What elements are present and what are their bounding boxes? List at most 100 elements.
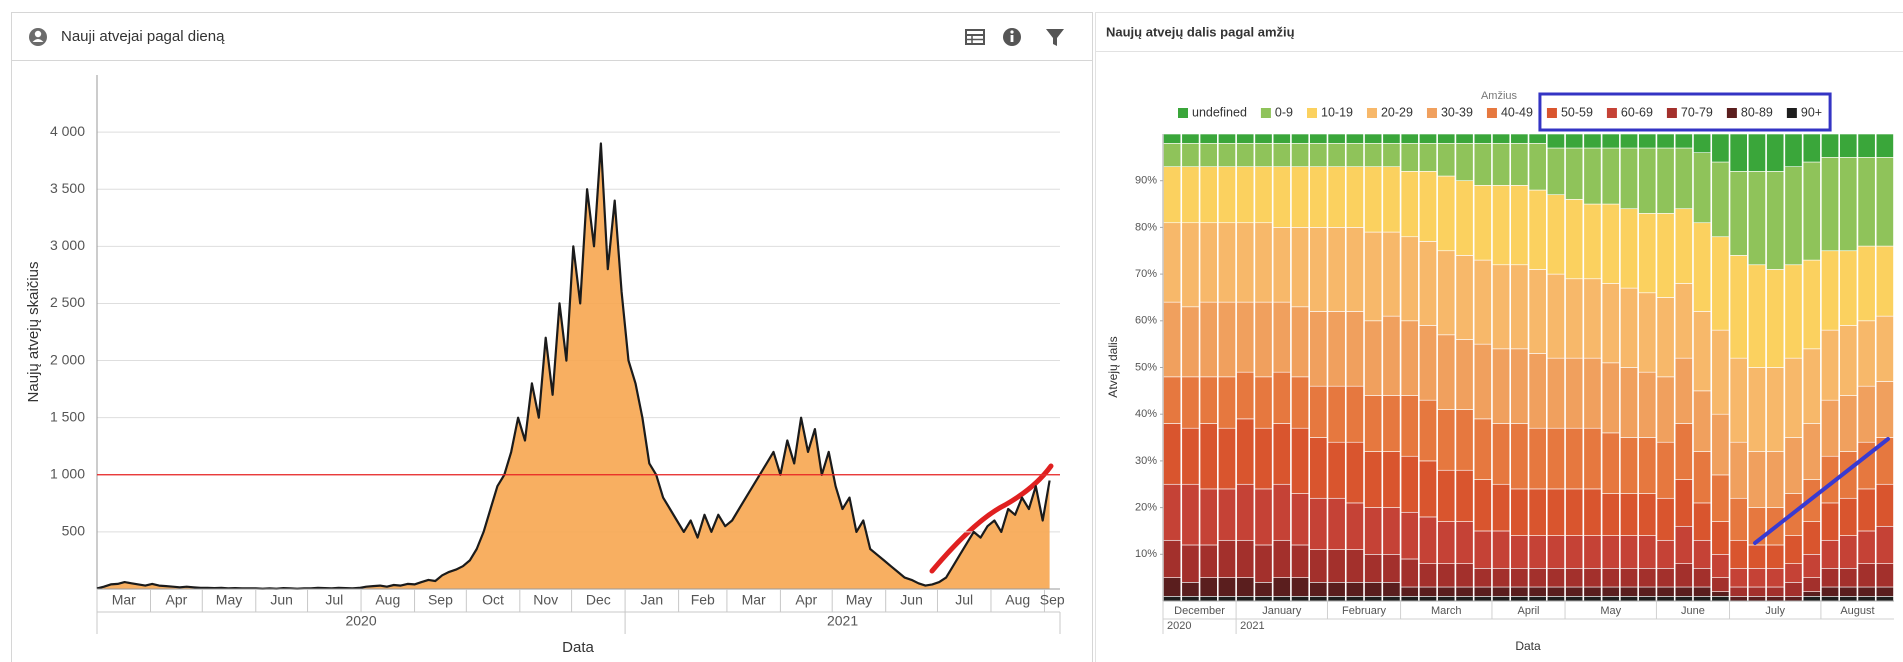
bar-segment (1492, 530, 1511, 569)
bar-segment (1400, 596, 1419, 602)
legend-swatch (1606, 108, 1617, 118)
bar-segment (1875, 157, 1894, 247)
bar-segment (1766, 133, 1785, 172)
bar-segment (1674, 147, 1693, 210)
bar-segment (1620, 287, 1638, 368)
legend-swatch (1426, 108, 1437, 118)
table-icon[interactable] (965, 29, 985, 45)
bar-segment (1473, 586, 1492, 597)
bar-segment (1711, 236, 1730, 331)
bar-segment (1455, 143, 1474, 181)
bar-segment (1711, 596, 1730, 602)
bar-segment (1821, 502, 1839, 541)
bar-segment (1236, 301, 1255, 373)
bar-segment (1364, 451, 1383, 508)
year-label: 2021 (827, 613, 858, 629)
y-tick-label: 70% (1135, 268, 1157, 280)
y-tick-label: 60% (1135, 315, 1157, 327)
panel-title: Nauji atvejai pagal dieną (61, 28, 225, 45)
y-axis-title: Naujų atvejų skaičius (25, 262, 42, 403)
bar-segment (1674, 479, 1693, 527)
bar-segment (1181, 222, 1200, 308)
bar-segment (1528, 596, 1547, 602)
bar-segment (1528, 586, 1547, 597)
bar-segment (1473, 418, 1492, 480)
month-label: August (1840, 605, 1874, 617)
bar-segment (1419, 399, 1437, 462)
bar-segment (1181, 166, 1200, 224)
bar-segment (1656, 441, 1675, 499)
bar-segment (1199, 596, 1218, 602)
info-icon[interactable] (1003, 28, 1021, 46)
bar-segment (1181, 133, 1200, 144)
bar-segment (1510, 185, 1529, 266)
bar-segment (1693, 390, 1712, 452)
bar-segment (1620, 568, 1638, 588)
bar-segment (1729, 596, 1748, 602)
bar-segment (1565, 568, 1584, 588)
bar-segment (1839, 568, 1858, 588)
bar-segment (1254, 582, 1273, 597)
x-tick-label: Apr (165, 592, 187, 608)
bar-segment (1565, 199, 1584, 280)
bar-segment (1345, 227, 1364, 312)
bar-segment (1291, 227, 1310, 308)
bar-segment (1638, 133, 1657, 149)
month-label: May (1600, 605, 1621, 617)
x-tick-label: Nov (533, 592, 558, 608)
bar-segment (1437, 133, 1456, 144)
bar-segment (1766, 367, 1785, 452)
bar-segment (1875, 133, 1894, 158)
bar-segment (1748, 367, 1766, 452)
bar-segment (1638, 371, 1657, 438)
bar-segment (1839, 250, 1858, 326)
bar-segment (1163, 376, 1182, 424)
bar-segment (1309, 437, 1328, 499)
bar-segment (1254, 596, 1273, 602)
bar-segment (1583, 568, 1602, 588)
bar-segment (1364, 133, 1383, 144)
bar-segment (1400, 395, 1419, 457)
bar-segment (1510, 586, 1529, 597)
bar-segment (1748, 171, 1766, 266)
filter-icon[interactable] (1046, 29, 1064, 46)
y-tick-label: 20% (1135, 502, 1157, 514)
bar-segment (1382, 133, 1401, 144)
bar-segment (1254, 133, 1273, 144)
bar-segment (1821, 329, 1839, 401)
bar-segment (1382, 166, 1401, 233)
bar-segment (1364, 596, 1383, 602)
bar-segment (1419, 171, 1437, 242)
bar-segment (1510, 264, 1529, 350)
trend-annotation (929, 463, 1054, 574)
bar-segment (1802, 591, 1821, 597)
bar-segment (1437, 563, 1456, 588)
bar-segment (1839, 586, 1858, 597)
bar-segment (1473, 133, 1492, 144)
bar-segment (1400, 133, 1419, 144)
bar-segment (1638, 568, 1657, 588)
bar-segment (1601, 203, 1620, 284)
bar-segment (1693, 311, 1712, 392)
bar-segment (1821, 250, 1839, 331)
bar-segment (1510, 143, 1529, 186)
bar-segment (1601, 535, 1620, 569)
bar-segment (1419, 596, 1437, 602)
bar-segment (1291, 544, 1310, 578)
bar-segment (1492, 133, 1511, 144)
bar-segment (1601, 133, 1620, 149)
bar-segment (1364, 231, 1383, 322)
bar-segment (1693, 539, 1712, 569)
x-tick-label: Aug (375, 592, 400, 608)
bar-segment (1802, 348, 1821, 424)
bar-segment (1528, 488, 1547, 536)
bar-segment (1218, 488, 1236, 541)
bar-segment (1218, 596, 1236, 602)
bar-segment (1199, 423, 1218, 490)
bar-segment (1291, 427, 1310, 494)
bar-segment (1400, 558, 1419, 588)
bar-segment (1291, 133, 1310, 144)
bar-segment (1272, 227, 1291, 303)
x-tick-label: Apr (795, 592, 817, 608)
bar-segment (1455, 339, 1474, 410)
